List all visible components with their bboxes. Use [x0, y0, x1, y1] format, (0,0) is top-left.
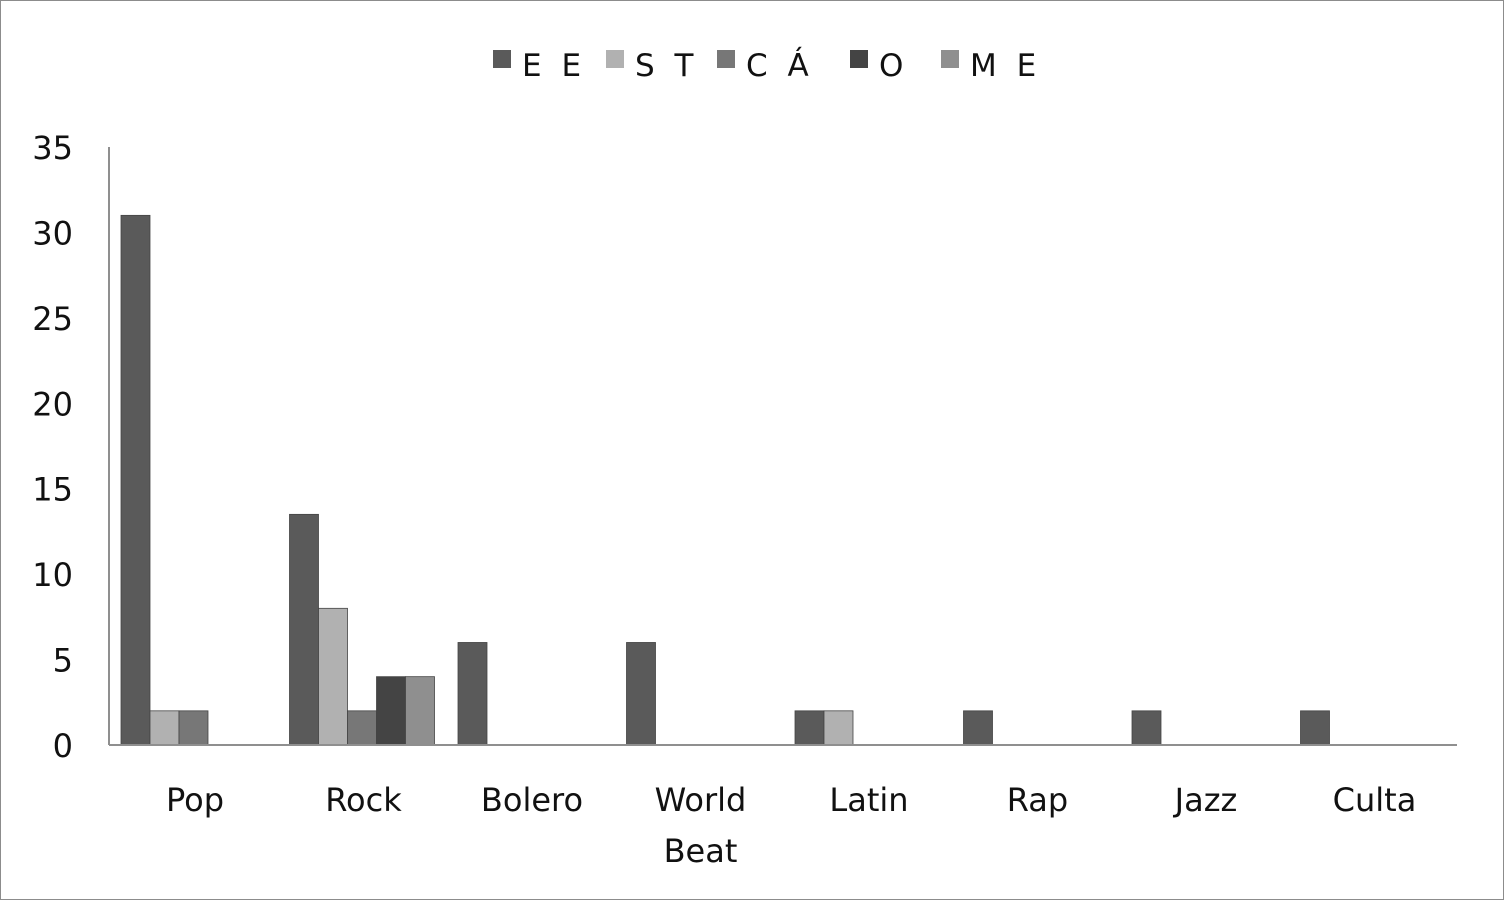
legend-swatch-1 [493, 50, 511, 68]
bar-1-3 [376, 676, 406, 746]
bar-1-4 [405, 676, 435, 746]
bar-3-0 [626, 642, 656, 746]
x-tick-label-5-0: Rap [1007, 781, 1068, 819]
y-tick-label-30: 30 [32, 214, 73, 252]
bar-4-0 [794, 710, 825, 746]
legend-label-3: C Á [746, 48, 814, 84]
y-tick-label-35: 35 [32, 129, 73, 167]
y-tick-label-5: 5 [53, 642, 73, 680]
x-tick-label-2-0: Bolero [481, 781, 583, 819]
x-tick-label-3-0: World [655, 781, 747, 819]
x-axis: Pop Rock Bolero World Beat Latin Rap Jazz Culta [109, 744, 1457, 870]
x-tick-label-0-0: Pop [166, 781, 224, 819]
x-tick-label-1-0: Rock [325, 781, 402, 819]
legend-label-1: E E [522, 48, 586, 84]
y-tick-label-10: 10 [32, 556, 73, 594]
bar-2-0 [457, 642, 488, 746]
legend-swatch-4 [850, 50, 868, 68]
bar-0-1 [149, 710, 180, 746]
legend-swatch-2 [606, 50, 624, 68]
legend-label-4: O [879, 48, 908, 84]
x-tick-label-7-0: Culta [1333, 781, 1417, 819]
bar-1-2 [347, 710, 377, 746]
bar-0-2 [178, 710, 209, 746]
bar-6-0 [1131, 710, 1162, 746]
legend-swatch-5 [941, 50, 959, 68]
y-axis: 0 5 10 15 20 25 30 35 [32, 129, 110, 765]
y-tick-label-20: 20 [32, 385, 73, 423]
bar-1-1 [318, 607, 348, 746]
legend-label-2: S T [635, 48, 698, 84]
x-tick-label-3-1: Beat [664, 832, 738, 870]
bar-5-0 [963, 710, 993, 746]
bar-7-0 [1300, 710, 1330, 746]
bar-0-0 [120, 214, 151, 746]
legend-label-5: M E [970, 48, 1041, 84]
y-tick-label-25: 25 [32, 300, 73, 338]
bars [120, 214, 1330, 746]
y-tick-label-15: 15 [32, 471, 73, 509]
x-tick-label-6-0: Jazz [1173, 781, 1238, 819]
y-tick-label-0: 0 [53, 727, 73, 765]
bar-1-0 [289, 513, 319, 746]
bar-4-1 [823, 710, 854, 746]
x-tick-label-4-0: Latin [829, 781, 908, 819]
legend-swatch-3 [717, 50, 735, 68]
